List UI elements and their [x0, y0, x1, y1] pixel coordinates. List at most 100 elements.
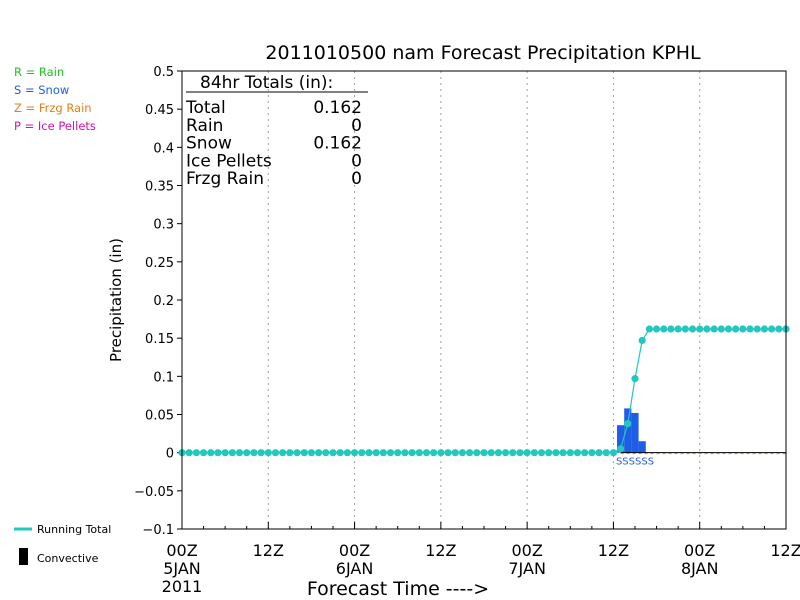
running-total-point — [768, 325, 776, 333]
legend-item: Z = Frzg Rain — [14, 101, 92, 115]
precip-type-legend: R = Rain S = Snow Z = Frzg Rain P = Ice Pel… — [14, 65, 96, 133]
running-total-legend-label: Running Total — [37, 523, 111, 536]
totals-row-label: Frzg Rain — [186, 169, 264, 189]
running-total-point — [221, 449, 229, 457]
x-tick-label: 12Z — [598, 541, 629, 560]
running-total-point — [545, 449, 553, 457]
legend-item: S = Snow — [14, 83, 69, 97]
running-total-point — [530, 449, 538, 457]
totals-row-label: Ice Pellets — [186, 151, 272, 171]
running-total-point — [329, 449, 337, 457]
snow-bar — [617, 425, 625, 453]
running-total-point — [257, 449, 265, 457]
plot-frame — [181, 70, 787, 530]
running-total-point — [732, 325, 740, 333]
running-total-point — [336, 449, 344, 457]
precip-type-code-label: SSSSSS — [616, 457, 654, 468]
running-total-point — [710, 325, 718, 333]
y-tick-label: −0.1 — [142, 523, 174, 538]
running-total-point — [724, 325, 733, 333]
running-total-point — [473, 449, 481, 457]
running-total-point — [401, 449, 409, 457]
y-tick-label: 0.1 — [153, 370, 174, 385]
y-axis-label: Precipitation (in) — [107, 238, 125, 362]
running-total-point — [466, 449, 474, 457]
totals-row-value: 0 — [351, 151, 362, 171]
totals-row-label: Snow — [186, 134, 232, 154]
running-total-point — [775, 325, 783, 333]
x-tick-label: 00Z — [684, 541, 715, 560]
running-total-point — [537, 449, 546, 457]
running-total-point — [487, 449, 495, 457]
running-total-point — [638, 336, 646, 345]
running-total-point — [566, 449, 574, 457]
x-tick-year-label: 2011 — [162, 577, 203, 596]
running-total-point — [250, 449, 258, 457]
x-tick-label: 12Z — [425, 541, 456, 560]
running-total-point — [228, 449, 236, 457]
running-total-point — [501, 449, 510, 457]
running-total-point — [573, 449, 582, 457]
running-total-point — [746, 325, 754, 333]
running-total-point — [199, 449, 208, 457]
running-total-point — [552, 449, 560, 457]
running-total-point — [293, 449, 301, 457]
running-total-point — [408, 449, 416, 457]
running-total-line — [182, 328, 786, 454]
running-total-point — [652, 325, 661, 333]
x-tick-label: 00Z — [166, 541, 197, 560]
y-tick-label: −0.05 — [134, 485, 174, 500]
running-total-point — [688, 325, 697, 333]
running-total-point — [624, 420, 632, 428]
running-total-point — [286, 449, 294, 457]
legend-item: R = Rain — [14, 65, 64, 79]
running-total-point — [430, 449, 438, 457]
y-tick-label: 0.35 — [145, 180, 174, 195]
convective-legend-label: Convective — [37, 552, 99, 565]
snow-bar — [624, 408, 632, 453]
totals-row-label: Total — [185, 98, 226, 118]
x-tick-label: 00Z — [511, 541, 542, 560]
running-total-point — [279, 449, 287, 457]
running-total-point — [350, 449, 359, 457]
running-total-point — [415, 449, 423, 457]
x-tick-label: 12Z — [253, 541, 284, 560]
running-total-point — [760, 325, 769, 333]
running-total-point — [365, 449, 373, 457]
x-tick-date-label: 7JAN — [508, 559, 546, 578]
precip-type-codes: SSSSSS — [616, 457, 654, 468]
running-total-point — [609, 449, 618, 457]
snow-bar — [638, 441, 646, 453]
running-total-point — [588, 449, 596, 457]
running-total-point — [674, 325, 682, 333]
totals-row-value: 0 — [351, 116, 362, 136]
totals-row-value: 0 — [351, 169, 362, 189]
running-total-point — [315, 449, 323, 457]
y-tick-label: 0.3 — [153, 218, 174, 233]
running-total-point — [322, 449, 330, 457]
y-tick-label: 0.4 — [153, 141, 174, 156]
grid-lines — [267, 71, 701, 529]
totals-row-value: 0.162 — [313, 98, 362, 118]
running-total-point — [422, 449, 431, 457]
running-total-point — [480, 449, 488, 457]
running-total-point — [645, 325, 653, 333]
y-tick-label: 0.05 — [145, 409, 174, 424]
x-axis-label: Forecast Time ----> — [307, 578, 489, 600]
y-tick-label: 0 — [166, 447, 174, 462]
x-tick-date-label: 5JAN — [163, 559, 201, 578]
running-total-point — [207, 449, 215, 457]
running-total-point — [379, 449, 387, 457]
running-total-point — [343, 449, 351, 457]
running-total-point — [509, 449, 517, 457]
running-total-point — [631, 375, 639, 383]
running-total-point — [358, 449, 366, 457]
totals-box: 84hr Totals (in): Total 0.162 Rain 0 Snow 0.16… — [185, 73, 368, 189]
running-total-point — [271, 449, 280, 457]
running-total-point — [703, 325, 711, 333]
series-legend: Running Total Convective — [14, 523, 111, 565]
totals-header: 84hr Totals (in): — [200, 73, 333, 93]
running-total-point — [602, 449, 610, 457]
running-total-point — [444, 449, 452, 457]
running-total-point — [243, 449, 251, 457]
